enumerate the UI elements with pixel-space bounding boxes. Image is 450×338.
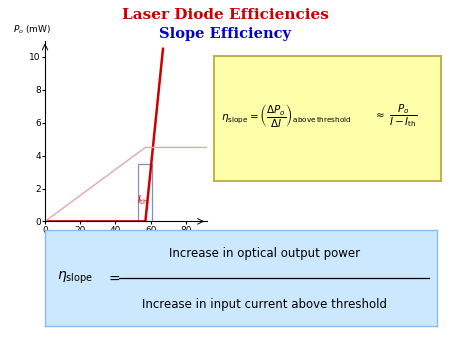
Text: $P_o$ (mW): $P_o$ (mW) <box>14 23 52 35</box>
Bar <box>138 164 153 221</box>
Text: Laser Diode Efficiencies: Laser Diode Efficiencies <box>122 8 328 22</box>
Text: $\eta_{\rm slope} = \left(\dfrac{\Delta P_o}{\Delta I}\right)_{\rm above\,thresh: $\eta_{\rm slope} = \left(\dfrac{\Delta … <box>220 102 351 129</box>
Text: $I$ (mA): $I$ (mA) <box>209 230 238 242</box>
Text: Slope Efficiency: Slope Efficiency <box>159 27 291 41</box>
Text: $\approx\ \dfrac{P_o}{I - I_{\rm th}}$: $\approx\ \dfrac{P_o}{I - I_{\rm th}}$ <box>373 102 418 129</box>
Text: Increase in input current above threshold: Increase in input current above threshol… <box>142 298 387 311</box>
Text: $\eta_{\rm slope}$: $\eta_{\rm slope}$ <box>57 270 93 286</box>
Text: $=$: $=$ <box>106 271 121 285</box>
Text: Increase in optical output power: Increase in optical output power <box>169 247 360 260</box>
Text: $I_{\rm th}$: $I_{\rm th}$ <box>137 193 148 207</box>
